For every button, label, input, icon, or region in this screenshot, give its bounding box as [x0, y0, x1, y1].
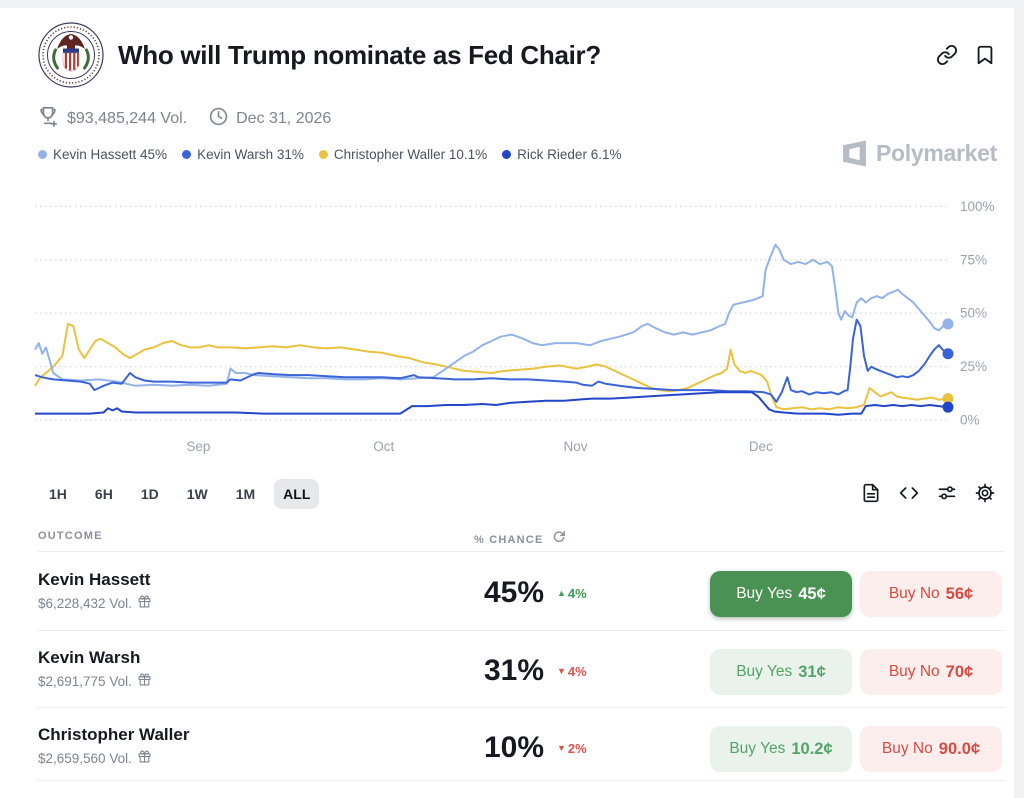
chance-value: 10%	[484, 731, 545, 764]
svg-text:75%: 75%	[960, 252, 987, 267]
buy-no-button[interactable]: Buy No 90.0¢	[860, 726, 1002, 772]
svg-text:Oct: Oct	[373, 439, 394, 454]
polymarket-watermark: Polymarket	[841, 140, 997, 167]
chance-value: 31%	[484, 654, 545, 687]
copy-link-icon[interactable]	[936, 44, 958, 66]
chart-legend: Kevin Hassett 45% Kevin Warsh 31% Christ…	[38, 147, 621, 162]
legend-dot	[38, 150, 47, 159]
divider	[38, 707, 1005, 708]
page-title: Who will Trump nominate as Fed Chair?	[118, 40, 601, 70]
svg-text:Sep: Sep	[186, 439, 210, 454]
divider	[38, 780, 1005, 781]
buy-yes-button[interactable]: Buy Yes 45¢	[710, 571, 852, 617]
outcome-volume: $6,228,432 Vol.	[38, 595, 132, 611]
gift-icon[interactable]	[138, 750, 151, 766]
buy-no-button[interactable]: Buy No 70¢	[860, 649, 1002, 695]
gift-icon[interactable]	[138, 595, 151, 611]
buy-yes-button[interactable]: Buy Yes 10.2¢	[710, 726, 852, 772]
chance-column-header: % CHANCE	[474, 533, 544, 546]
range-button[interactable]: 1H	[40, 479, 76, 509]
legend-item: Kevin Hassett 45%	[38, 147, 167, 162]
legend-item: Christopher Waller 10.1%	[318, 147, 487, 162]
outcome-name[interactable]: Kevin Hassett	[38, 570, 151, 589]
clock-icon	[209, 107, 228, 131]
time-range-selector: 1H 6H 1D 1W 1M ALL	[40, 479, 320, 509]
legend-dot	[502, 150, 512, 159]
page-top-edge	[0, 0, 1024, 8]
bookmark-icon[interactable]	[974, 44, 996, 66]
svg-text:25%: 25%	[960, 359, 987, 374]
range-button[interactable]: ALL	[274, 479, 320, 509]
outcome-column-header: OUTCOME	[38, 530, 103, 542]
divider	[38, 551, 1005, 552]
market-volume: $93,485,244 Vol.	[67, 109, 188, 127]
outcome-volume: $2,659,560 Vol.	[38, 750, 132, 766]
chart-settings-sliders-icon[interactable]	[937, 483, 957, 508]
page-right-edge	[1014, 0, 1024, 798]
svg-text:0%: 0%	[960, 413, 980, 428]
svg-text:50%: 50%	[960, 306, 987, 321]
gear-icon[interactable]	[975, 483, 995, 508]
table-row-kevin-hassett: Kevin Hassett $6,228,432 Vol. 45% ▲ 4% Bu…	[0, 553, 1024, 630]
svg-text:Dec: Dec	[749, 439, 773, 454]
chance-change: ▼ 4%	[557, 664, 587, 679]
range-button[interactable]: 1M	[227, 479, 264, 509]
market-icon-fed-seal	[38, 22, 104, 88]
gift-icon[interactable]	[138, 673, 151, 689]
legend-dot	[182, 150, 192, 159]
price-history-chart[interactable]: 0% 25% 50% 75% 100% Sep Oct Nov Dec	[0, 188, 1024, 470]
chance-change: ▼ 2%	[557, 741, 587, 756]
legend-item: Rick Rieder 6.1%	[502, 147, 621, 162]
buy-yes-button[interactable]: Buy Yes 31¢	[710, 649, 852, 695]
outcome-name[interactable]: Kevin Warsh	[38, 648, 141, 667]
outcome-volume: $2,691,775 Vol.	[38, 673, 132, 689]
divider	[38, 630, 1005, 631]
svg-text:Nov: Nov	[563, 439, 587, 454]
range-button[interactable]: 1D	[132, 479, 168, 509]
range-button[interactable]: 6H	[86, 479, 122, 509]
polymarket-logo-icon	[843, 140, 866, 167]
range-button[interactable]: 1W	[178, 479, 217, 509]
svg-text:100%: 100%	[960, 199, 995, 214]
table-row-kevin-warsh: Kevin Warsh $2,691,775 Vol. 31% ▼ 4% Buy …	[0, 631, 1024, 708]
rules-document-icon[interactable]	[861, 483, 881, 508]
outcome-name[interactable]: Christopher Waller	[38, 725, 190, 744]
table-row-christopher-waller: Christopher Waller $2,659,560 Vol. 10% ▼…	[0, 708, 1024, 785]
chance-change: ▲ 4%	[557, 586, 587, 601]
refresh-icon[interactable]	[552, 530, 566, 549]
legend-item: Kevin Warsh 31%	[182, 147, 304, 162]
market-end-date: Dec 31, 2026	[236, 109, 332, 127]
legend-dot	[318, 150, 328, 159]
rewards-trophy-icon[interactable]	[37, 105, 59, 132]
buy-no-button[interactable]: Buy No 56¢	[860, 571, 1002, 617]
chance-value: 45%	[484, 576, 545, 609]
embed-code-icon[interactable]	[899, 483, 919, 508]
